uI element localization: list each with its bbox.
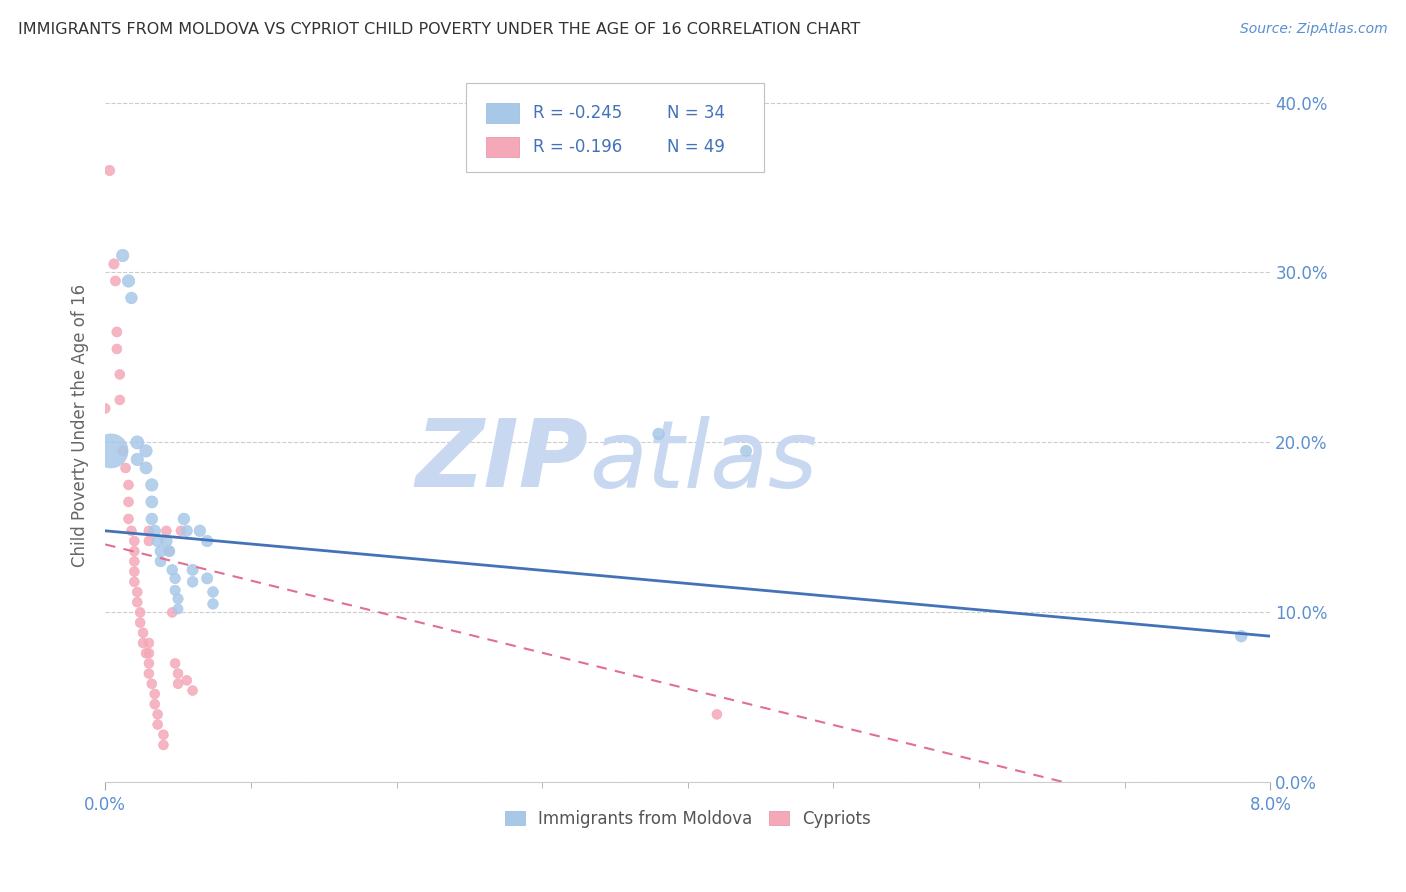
Point <box>1230 629 1253 643</box>
Point <box>195 534 218 549</box>
Point <box>100 444 122 458</box>
Point <box>167 666 190 681</box>
Point <box>117 478 139 492</box>
Point <box>138 524 160 538</box>
Point <box>647 426 669 441</box>
Point <box>160 563 183 577</box>
Point <box>157 544 180 558</box>
Point <box>143 697 166 711</box>
Y-axis label: Child Poverty Under the Age of 16: Child Poverty Under the Age of 16 <box>72 284 89 567</box>
Point <box>127 435 149 450</box>
Point <box>201 597 224 611</box>
Point <box>167 591 190 606</box>
Point <box>127 452 149 467</box>
Text: ZIP: ZIP <box>416 415 589 508</box>
Point <box>155 534 177 549</box>
Point <box>98 163 121 178</box>
Point <box>117 274 139 288</box>
Point <box>141 512 163 526</box>
Point <box>135 461 157 475</box>
Point <box>138 657 160 671</box>
FancyBboxPatch shape <box>486 103 519 123</box>
Point <box>117 512 139 526</box>
Point <box>120 291 142 305</box>
Point <box>127 585 149 599</box>
Point <box>135 646 157 660</box>
Point <box>155 524 177 538</box>
Point <box>114 461 136 475</box>
Point <box>120 524 142 538</box>
Point <box>132 625 155 640</box>
Point <box>129 615 152 630</box>
Point <box>124 574 146 589</box>
Point <box>146 717 169 731</box>
Point <box>195 571 218 585</box>
Point <box>94 401 117 416</box>
Point <box>104 274 127 288</box>
Legend: Immigrants from Moldova, Cypriots: Immigrants from Moldova, Cypriots <box>498 804 877 835</box>
Point <box>165 571 187 585</box>
Point <box>157 544 180 558</box>
Text: Source: ZipAtlas.com: Source: ZipAtlas.com <box>1240 22 1388 37</box>
Point <box>201 585 224 599</box>
Point <box>167 602 190 616</box>
Point <box>141 478 163 492</box>
Point <box>111 248 134 262</box>
Point <box>138 534 160 549</box>
Point <box>124 565 146 579</box>
Point <box>138 636 160 650</box>
Point <box>138 666 160 681</box>
Text: N = 49: N = 49 <box>666 138 724 156</box>
FancyBboxPatch shape <box>467 83 763 172</box>
FancyBboxPatch shape <box>486 137 519 157</box>
Text: R = -0.196: R = -0.196 <box>533 138 621 156</box>
Point <box>152 738 174 752</box>
Point <box>170 524 193 538</box>
Point <box>127 595 149 609</box>
Point <box>706 707 728 722</box>
Point <box>735 444 758 458</box>
Point <box>111 444 134 458</box>
Point <box>167 677 190 691</box>
Point <box>124 554 146 568</box>
Point <box>124 544 146 558</box>
Text: R = -0.245: R = -0.245 <box>533 104 621 122</box>
Point <box>138 646 160 660</box>
Point <box>108 392 131 407</box>
Point <box>181 574 204 589</box>
Point <box>181 683 204 698</box>
Point <box>165 657 187 671</box>
Point <box>176 673 198 688</box>
Text: N = 34: N = 34 <box>666 104 725 122</box>
Point <box>143 687 166 701</box>
Point <box>149 554 172 568</box>
Text: IMMIGRANTS FROM MOLDOVA VS CYPRIOT CHILD POVERTY UNDER THE AGE OF 16 CORRELATION: IMMIGRANTS FROM MOLDOVA VS CYPRIOT CHILD… <box>18 22 860 37</box>
Text: atlas: atlas <box>589 416 817 507</box>
Point <box>152 728 174 742</box>
Point <box>129 606 152 620</box>
Point <box>176 524 198 538</box>
Point <box>173 512 195 526</box>
Point <box>149 544 172 558</box>
Point <box>135 444 157 458</box>
Point <box>108 368 131 382</box>
Point <box>188 524 211 538</box>
Point <box>103 257 125 271</box>
Point <box>160 606 183 620</box>
Point <box>181 563 204 577</box>
Point <box>143 524 166 538</box>
Point <box>146 534 169 549</box>
Point <box>132 636 155 650</box>
Point <box>165 583 187 598</box>
Point <box>105 325 128 339</box>
Point <box>146 707 169 722</box>
Point <box>124 534 146 549</box>
Point <box>141 495 163 509</box>
Point <box>141 677 163 691</box>
Point <box>105 342 128 356</box>
Point <box>117 495 139 509</box>
